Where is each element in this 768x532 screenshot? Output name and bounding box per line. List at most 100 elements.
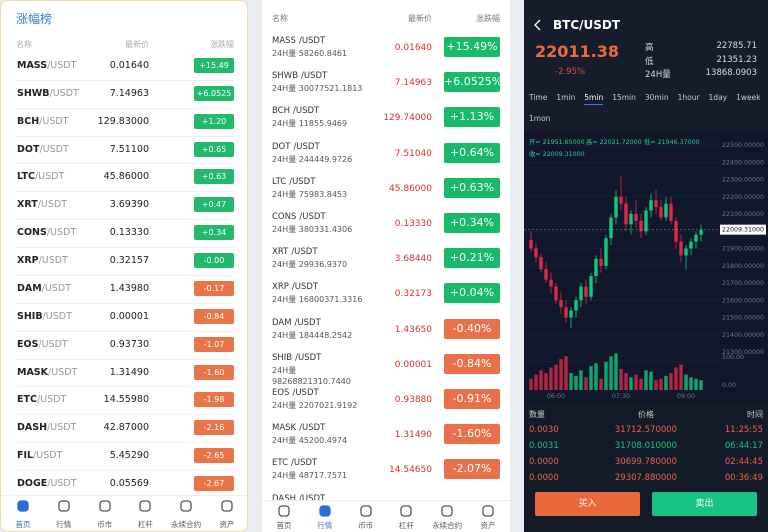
market-row[interactable]: CONS/USDT 0.13330 +0.34 [16, 219, 234, 249]
market-row[interactable]: SHWB/USDT 7.14963 +6.0525 [16, 80, 234, 109]
symbol-quote: /USDT [295, 352, 322, 363]
market-row[interactable]: XRT/USDT 3.69390 +0.47 [16, 191, 234, 221]
nav-item[interactable]: 行情 [305, 501, 345, 532]
symbol: XRP/USDT [17, 255, 68, 266]
volume: 24H量 184448.2542 [272, 330, 364, 341]
ohlc-indicator: 高= 22021.72000 [586, 137, 642, 146]
interval-tab[interactable]: 5min [584, 92, 604, 105]
y-tick-label: 21500.00000 [722, 315, 764, 322]
market-row[interactable]: MASS/USDT 24H量 58260.8461 0.01640 +15.49% [262, 36, 510, 71]
market-row[interactable]: BCH/USDT 129.83000 +1.20 [16, 108, 234, 137]
interval-tab[interactable]: 30min [644, 93, 669, 102]
market-row[interactable]: LTC/USDT 45.86000 +0.63 [16, 163, 234, 193]
symbol-quote: /USDT [34, 171, 65, 183]
y-tick-label: 21700.00000 [722, 280, 764, 287]
volume-value: 45200.4974 [298, 436, 348, 446]
market-row[interactable]: ETC/USDT 24H量 48717.7571 14.54650 -2.07% [262, 458, 510, 493]
market-row[interactable]: DAM/USDT 1.43980 -0.17 [16, 275, 234, 304]
nav-item[interactable]: 杠杆 [125, 496, 165, 531]
market-row[interactable]: MASK/USDT 1.31490 -1.60 [16, 359, 234, 388]
market-row[interactable]: DASH/USDT 42.87000 -2.16 [16, 414, 234, 444]
back-button[interactable] [534, 19, 541, 31]
symbol: DAM/USDT [17, 283, 71, 294]
change-badge: +0.64% [444, 142, 500, 163]
interval-tab[interactable]: 1week [736, 93, 761, 102]
sell-button[interactable]: 卖出 [652, 492, 757, 516]
interval-tab[interactable]: Time [529, 93, 548, 102]
candle-body [629, 214, 633, 225]
market-row[interactable]: XRP/USDT 0.32157 -0.00 [16, 247, 234, 276]
interval-tab[interactable]: 1mon [529, 114, 551, 123]
volume: 24H量 16800371.3316 [272, 294, 364, 305]
nav-item[interactable]: 首页 [3, 496, 43, 531]
nav-item[interactable]: 资产 [468, 501, 508, 532]
nav-item[interactable]: 资产 [207, 496, 247, 531]
nav-item[interactable]: 币市 [85, 496, 125, 531]
nav-item[interactable]: 币币 [346, 501, 386, 532]
market-row[interactable]: BCH/USDT 24H量 11855.9469 129.74000 +1.13% [262, 106, 510, 141]
nav-icon [441, 505, 453, 517]
market-row[interactable]: DOT/USDT 24H量 244449.9726 7.51040 +0.64% [262, 142, 510, 177]
market-row[interactable]: DAM/USDT 24H量 184448.2542 1.43650 -0.40% [262, 318, 510, 353]
volume-label: 24H量 [272, 436, 297, 446]
market-row[interactable]: XRP/USDT 24H量 16800371.3316 0.32173 +0.04% [262, 282, 510, 317]
symbol: LTC/USDT [17, 171, 64, 182]
volume-bar [589, 366, 593, 390]
nav-item[interactable]: 行情 [44, 496, 84, 531]
candle-body [534, 248, 538, 258]
market-row[interactable]: CONS/USDT 24H量 380331.4306 0.13330 +0.34% [262, 212, 510, 247]
market-row[interactable]: MASS/USDT 0.01640 +15.49 [16, 52, 234, 81]
market-row[interactable]: DASH/USDT [262, 494, 510, 529]
last-price: 0.00001 [394, 359, 432, 370]
market-row[interactable]: FIL/USDT 5.45290 -2.65 [16, 442, 234, 472]
candle-body [634, 214, 638, 221]
nav-label: 杠杆 [137, 520, 153, 529]
symbol-quote: /USDT [291, 458, 318, 469]
market-row[interactable]: DOT/USDT 7.51100 +0.65 [16, 136, 234, 165]
volume-bar [584, 377, 588, 390]
last-price-label: 22009.31000 [722, 227, 764, 234]
volume: 24H量 45200.4974 [272, 435, 364, 446]
last-price: 1.31490 [394, 430, 432, 441]
interval-tab[interactable]: 15min [612, 93, 636, 102]
ohlc-indicator: 低= 21946.37000 [644, 137, 700, 146]
symbol-quote: /USDT [47, 60, 77, 71]
symbol-quote: /USDT [48, 366, 78, 378]
candle-body [544, 269, 548, 280]
trade-time: 11:25:55 [724, 425, 763, 435]
nav-item[interactable]: 首页 [264, 501, 304, 532]
change-badge: -1.07 [194, 336, 234, 352]
volume-bar [674, 367, 678, 390]
market-row[interactable]: SHIB/USDT 24H量 98268821310.7440 0.00001 -0.… [262, 353, 510, 388]
interval-tab[interactable]: 1hour [677, 93, 700, 102]
symbol-quote: /USDT [299, 493, 326, 504]
market-row[interactable]: EOS/USDT 24H量 2207021.9192 0.93880 -0.91% [262, 388, 510, 423]
symbol-base: DOT [17, 143, 40, 155]
market-row[interactable]: ETC/USDT 14.55980 -1.98 [16, 386, 234, 416]
change-badge: +0.65 [194, 141, 234, 157]
market-row[interactable]: MASK/USDT 24H量 45200.4974 1.31490 -1.60% [262, 423, 510, 458]
trade-price: 31708.010000 [614, 441, 678, 451]
buy-button[interactable]: 买入 [535, 492, 640, 516]
market-row[interactable]: SHIB/USDT 0.00001 -0.84 [16, 303, 234, 332]
nav-item[interactable]: 杠杆 [386, 501, 426, 532]
market-row[interactable]: SHWB/USDT 24H量 30077521.1813 7.14963 +6.052… [262, 71, 510, 106]
trades-header-time: 时间 [747, 410, 763, 419]
symbol: SHWB/USDT [17, 88, 79, 99]
symbol-base: MASS [272, 36, 296, 46]
market-row[interactable]: XRT/USDT 24H量 29936.9370 3.68440 +0.21% [262, 247, 510, 282]
symbol: SHWB/USDT [272, 71, 327, 81]
candle-body [594, 258, 598, 277]
y-tick-label: 22500.00000 [722, 142, 764, 149]
interval-tab[interactable]: 1day [708, 93, 728, 102]
nav-item[interactable]: 永续合约 [166, 496, 206, 531]
nav-item[interactable]: 永续合约 [427, 501, 467, 532]
volume-bar [624, 373, 628, 390]
volume-bar [574, 375, 578, 390]
interval-tab[interactable]: 1min [556, 93, 576, 102]
change-badge: -1.60 [194, 364, 234, 380]
symbol-quote: /USDT [291, 247, 318, 258]
market-row[interactable]: EOS/USDT 0.93730 -1.07 [16, 331, 234, 360]
symbol: CONS/USDT [272, 212, 326, 222]
market-row[interactable]: LTC/USDT 24H量 75983.8453 45.86000 +0.63% [262, 177, 510, 212]
